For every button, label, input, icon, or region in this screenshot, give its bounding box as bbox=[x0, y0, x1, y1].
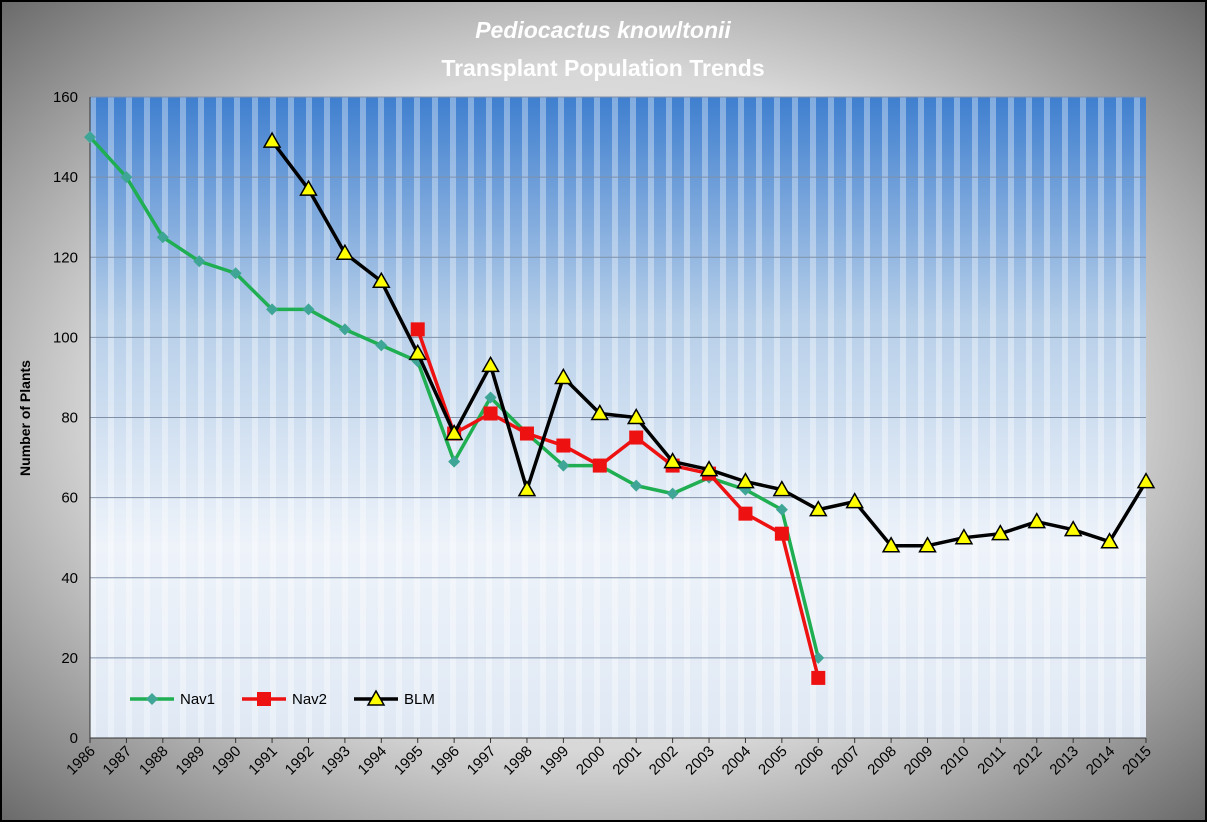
legend-label: BLM bbox=[404, 691, 435, 708]
marker bbox=[774, 526, 789, 541]
marker bbox=[666, 487, 679, 500]
marker bbox=[557, 459, 570, 472]
y-tick-label: 20 bbox=[61, 650, 78, 667]
y-tick-label: 140 bbox=[53, 169, 78, 186]
marker bbox=[335, 243, 355, 260]
marker bbox=[299, 179, 318, 196]
marker bbox=[156, 231, 169, 244]
marker bbox=[408, 343, 428, 361]
marker bbox=[1063, 520, 1083, 537]
marker bbox=[808, 500, 828, 517]
marker bbox=[257, 692, 271, 706]
marker bbox=[991, 524, 1010, 541]
y-tick-label: 120 bbox=[53, 249, 78, 266]
y-tick-label: 80 bbox=[61, 410, 78, 427]
marker bbox=[554, 367, 573, 385]
marker bbox=[193, 255, 206, 268]
marker bbox=[699, 460, 719, 477]
marker bbox=[590, 403, 610, 421]
marker bbox=[772, 480, 792, 497]
marker bbox=[556, 438, 571, 453]
marker bbox=[375, 339, 388, 352]
marker bbox=[517, 480, 537, 497]
marker bbox=[448, 455, 461, 468]
marker bbox=[519, 426, 534, 441]
marker bbox=[120, 171, 133, 184]
marker bbox=[736, 472, 755, 489]
marker bbox=[629, 430, 644, 445]
marker bbox=[484, 391, 497, 404]
chart-subtitle: Transplant Population Trends bbox=[441, 55, 764, 81]
legend-label: Nav2 bbox=[292, 691, 327, 708]
marker bbox=[626, 407, 646, 425]
marker bbox=[811, 670, 826, 685]
marker bbox=[444, 424, 464, 441]
y-tick-label: 40 bbox=[61, 570, 78, 587]
y-tick-label: 60 bbox=[61, 490, 78, 507]
marker bbox=[84, 131, 96, 144]
marker bbox=[483, 406, 498, 421]
marker bbox=[338, 323, 351, 336]
marker bbox=[592, 458, 607, 473]
marker bbox=[918, 536, 937, 553]
marker bbox=[1027, 512, 1047, 529]
marker bbox=[266, 303, 279, 316]
chart-title: Pediocactus knowltonii bbox=[475, 17, 731, 43]
marker bbox=[481, 355, 500, 373]
marker bbox=[410, 322, 425, 337]
marker bbox=[1136, 472, 1156, 489]
y-tick-label: 0 bbox=[70, 730, 78, 747]
marker bbox=[229, 267, 242, 280]
y-axis-label: Number of Plants bbox=[17, 360, 33, 476]
y-tick-label: 160 bbox=[53, 89, 78, 106]
marker bbox=[1100, 532, 1119, 549]
marker bbox=[954, 528, 974, 545]
marker bbox=[146, 693, 158, 705]
marker bbox=[262, 131, 282, 148]
marker bbox=[302, 303, 315, 316]
marker bbox=[775, 503, 788, 516]
marker bbox=[663, 452, 682, 469]
marker bbox=[366, 689, 386, 706]
marker bbox=[630, 479, 643, 492]
marker bbox=[738, 506, 753, 521]
legend-label: Nav1 bbox=[180, 691, 215, 708]
marker bbox=[845, 492, 864, 509]
marker bbox=[372, 271, 391, 289]
y-tick-label: 100 bbox=[53, 329, 78, 346]
marker bbox=[881, 536, 901, 553]
